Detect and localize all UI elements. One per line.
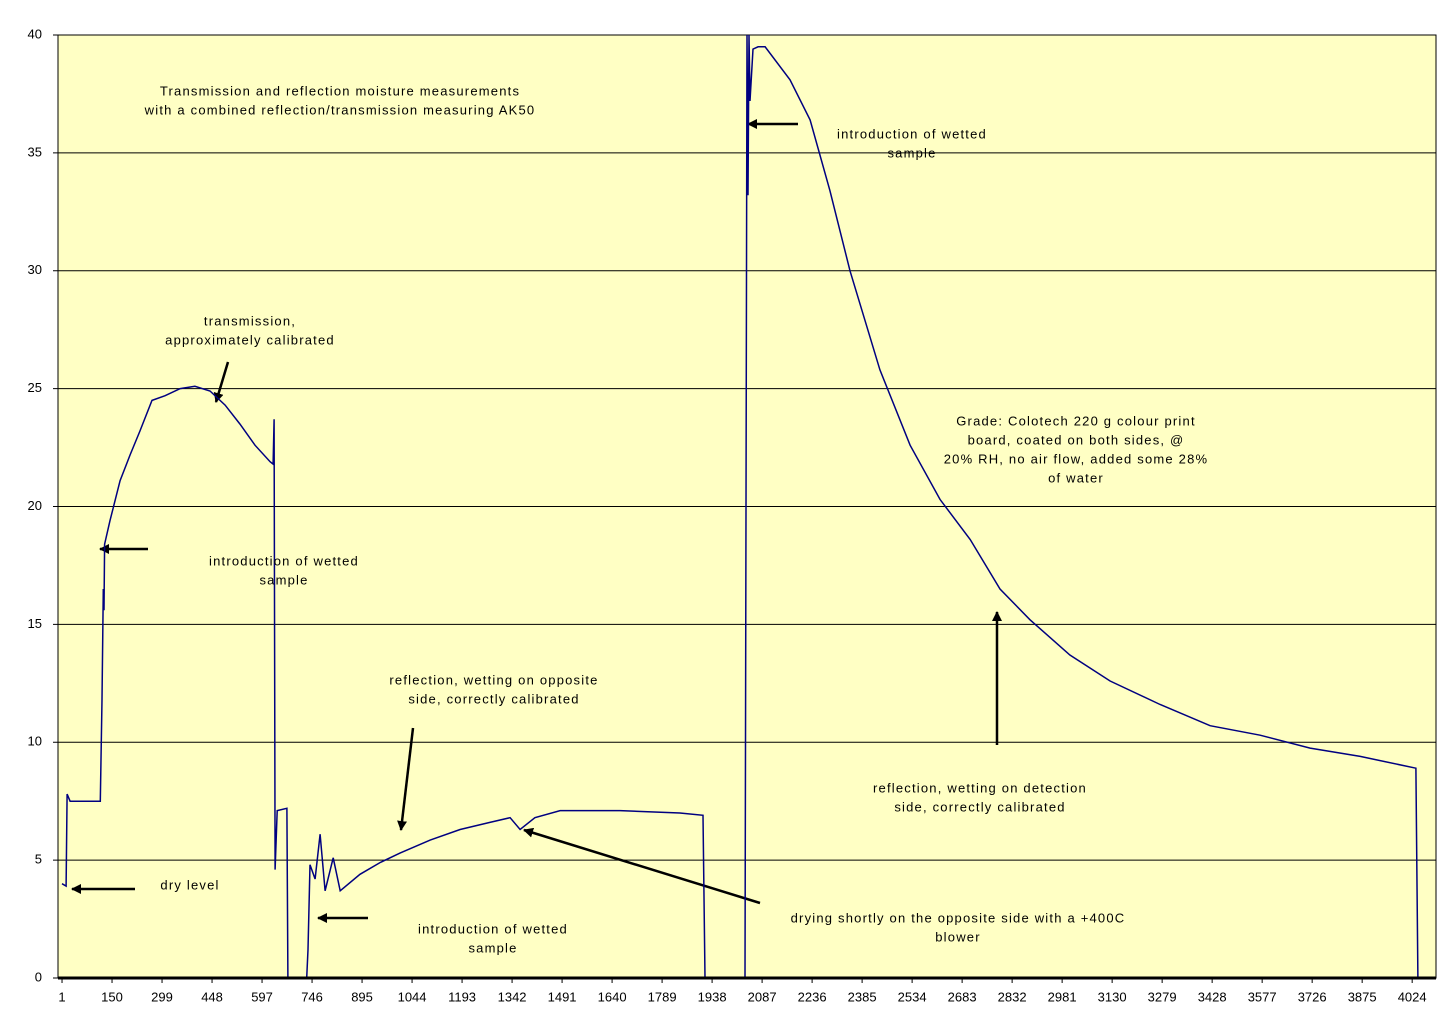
y-tick-label: 25 (28, 380, 42, 395)
x-tick-label: 1789 (648, 989, 677, 1004)
x-tick-label: 1640 (598, 989, 627, 1004)
x-tick-label: 2981 (1048, 989, 1077, 1004)
annotation: reflection, wetting on detection (873, 780, 1087, 795)
annotation: of water (1048, 470, 1104, 485)
x-tick-label: 2236 (798, 989, 827, 1004)
y-tick-label: 10 (28, 734, 42, 749)
arrows (71, 119, 1002, 923)
annotation: with a combined reflection/transmission … (144, 102, 536, 117)
y-tick-label: 35 (28, 144, 42, 159)
data-line (61, 34, 1419, 979)
x-tick-label: 2534 (898, 989, 927, 1004)
x-tick-label: 3428 (1198, 989, 1227, 1004)
x-tick-label: 1342 (498, 989, 527, 1004)
x-tick-label: 1938 (698, 989, 727, 1004)
x-tick-label: 2385 (848, 989, 877, 1004)
annotation: sample (259, 572, 308, 587)
annotation: Grade: Colotech 220 g colour print (956, 413, 1196, 428)
annotation: reflection, wetting on opposite (389, 672, 598, 687)
arrow (523, 827, 761, 905)
x-tick-label: 299 (151, 989, 173, 1004)
y-tick-label: 20 (28, 498, 42, 513)
y-tick-label: 0 (35, 969, 42, 984)
y-tick-label: 5 (35, 852, 42, 867)
arrow (397, 727, 415, 831)
annotation: transmission, (204, 313, 296, 328)
x-tick-label: 2683 (948, 989, 977, 1004)
x-tick-label: 4024 (1398, 989, 1427, 1004)
annotation: side, correctly calibrated (894, 799, 1065, 814)
x-tick-label: 3875 (1348, 989, 1377, 1004)
x-tick-label: 448 (201, 989, 223, 1004)
x-tick-label: 597 (251, 989, 273, 1004)
x-tick-label: 746 (301, 989, 323, 1004)
y-tick-label: 15 (28, 616, 42, 631)
annotation: sample (468, 940, 517, 955)
x-tick-label: 1 (58, 989, 65, 1004)
annotation: introduction of wetted (209, 553, 359, 568)
annotation: blower (935, 929, 981, 944)
annotation: introduction of wetted (837, 126, 987, 141)
x-tick-label: 3279 (1148, 989, 1177, 1004)
arrow (213, 361, 230, 403)
annotation: drying shortly on the opposite side with… (791, 910, 1126, 925)
y-tick-label: 30 (28, 262, 42, 277)
x-tick-label: 3130 (1098, 989, 1127, 1004)
x-tick-label: 1044 (398, 989, 427, 1004)
x-tick-label: 3726 (1298, 989, 1327, 1004)
annotation: Transmission and reflection moisture mea… (160, 83, 520, 98)
x-tick-label: 895 (351, 989, 373, 1004)
annotation: board, coated on both sides, @ (968, 432, 1185, 447)
annotation: sample (887, 145, 936, 160)
x-tick-label: 1193 (448, 989, 476, 1004)
annotation: side, correctly calibrated (408, 691, 579, 706)
annotation: 20% RH, no air flow, added some 28% (944, 451, 1209, 466)
y-tick-label: 40 (28, 26, 42, 41)
x-tick-label: 1491 (548, 989, 577, 1004)
x-tick-label: 2087 (748, 989, 777, 1004)
annotation: dry level (160, 877, 219, 892)
annotation: approximately calibrated (165, 332, 335, 347)
annotation: introduction of wetted (418, 921, 568, 936)
x-tick-label: 150 (101, 989, 123, 1004)
x-tick-label: 2832 (998, 989, 1027, 1004)
x-tick-label: 3577 (1248, 989, 1277, 1004)
